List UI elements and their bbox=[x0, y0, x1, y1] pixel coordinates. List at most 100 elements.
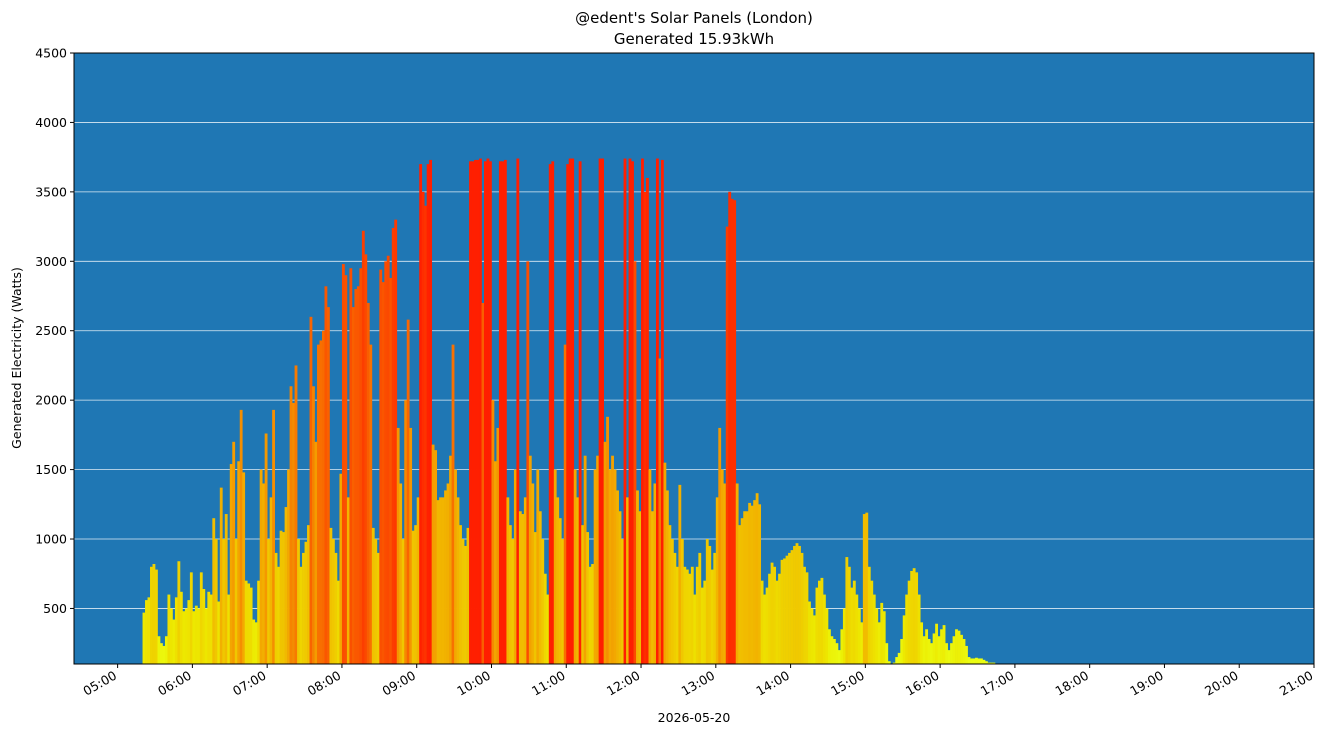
bar bbox=[967, 657, 971, 664]
bar bbox=[287, 469, 290, 664]
x-tick-label: 11:00 bbox=[529, 668, 568, 699]
bar bbox=[349, 268, 353, 664]
bar bbox=[369, 344, 373, 664]
bar bbox=[513, 469, 517, 664]
bar bbox=[616, 490, 619, 664]
bar bbox=[249, 587, 253, 665]
bar bbox=[715, 497, 719, 664]
bar bbox=[885, 643, 889, 664]
bar bbox=[920, 622, 924, 664]
bar bbox=[972, 658, 976, 664]
bar bbox=[366, 302, 370, 664]
bar bbox=[219, 487, 223, 664]
bar bbox=[553, 469, 557, 664]
y-tick-label: 3000 bbox=[35, 254, 67, 269]
bar bbox=[431, 444, 435, 664]
bar bbox=[698, 552, 702, 664]
bar bbox=[655, 158, 659, 665]
bar bbox=[414, 525, 418, 664]
bar bbox=[760, 580, 764, 664]
bar bbox=[750, 505, 754, 664]
bar bbox=[626, 497, 629, 664]
bar bbox=[174, 597, 178, 664]
chart-subtitle: Generated 15.93kWh bbox=[614, 30, 774, 48]
bar bbox=[538, 511, 542, 664]
bar bbox=[322, 330, 325, 664]
bar bbox=[496, 427, 500, 664]
bar bbox=[877, 622, 881, 664]
bar bbox=[207, 591, 211, 664]
bar bbox=[950, 643, 953, 664]
bar bbox=[840, 629, 844, 664]
bar bbox=[486, 158, 490, 665]
bar bbox=[982, 659, 986, 664]
bar bbox=[484, 161, 487, 664]
bar bbox=[257, 580, 261, 664]
bar bbox=[254, 622, 258, 664]
bar bbox=[187, 600, 191, 664]
bar bbox=[155, 569, 158, 664]
bar bbox=[728, 191, 732, 665]
bar bbox=[837, 650, 841, 664]
bar bbox=[975, 657, 978, 664]
bar bbox=[735, 483, 739, 664]
bar bbox=[593, 469, 597, 664]
bar bbox=[469, 161, 472, 664]
bar bbox=[516, 158, 520, 665]
bar bbox=[586, 532, 590, 664]
x-tick-label: 08:00 bbox=[305, 668, 344, 699]
bar bbox=[259, 469, 263, 664]
bar bbox=[980, 658, 983, 664]
bar bbox=[558, 518, 562, 664]
bar bbox=[376, 552, 380, 664]
bar bbox=[299, 566, 303, 664]
bar bbox=[827, 629, 831, 664]
bar bbox=[566, 164, 570, 664]
bar bbox=[546, 594, 550, 664]
bar bbox=[591, 564, 595, 664]
bar bbox=[441, 497, 445, 664]
bar bbox=[264, 433, 268, 664]
y-tick-label: 500 bbox=[43, 601, 67, 616]
y-axis: 500 1000 1500 2000 2500 3000 3500 4000 4500 bbox=[35, 46, 74, 616]
bar bbox=[658, 358, 662, 664]
bar bbox=[957, 630, 961, 664]
y-tick-label: 1500 bbox=[35, 462, 67, 477]
bar bbox=[720, 469, 724, 664]
bar bbox=[798, 545, 801, 664]
bar bbox=[351, 307, 355, 664]
bar bbox=[922, 636, 926, 664]
bar bbox=[533, 532, 537, 664]
bar bbox=[511, 539, 515, 664]
bar bbox=[778, 573, 781, 664]
bar bbox=[763, 594, 767, 664]
bar bbox=[641, 158, 644, 665]
bar bbox=[269, 497, 273, 664]
bar bbox=[528, 455, 532, 664]
bar bbox=[718, 427, 722, 664]
bar bbox=[835, 643, 839, 664]
bar bbox=[768, 573, 771, 664]
bar bbox=[758, 504, 762, 664]
bar bbox=[147, 597, 151, 664]
bar bbox=[955, 629, 958, 664]
bar bbox=[167, 594, 171, 664]
bar bbox=[932, 633, 936, 664]
bar bbox=[177, 561, 181, 664]
bar bbox=[224, 514, 228, 664]
bar bbox=[678, 484, 682, 664]
bar bbox=[356, 286, 360, 664]
bar bbox=[730, 198, 734, 664]
bar bbox=[818, 580, 821, 664]
bar bbox=[680, 539, 684, 664]
bar bbox=[636, 490, 639, 664]
bar bbox=[164, 636, 168, 664]
bar bbox=[396, 427, 400, 664]
bar bbox=[152, 564, 156, 664]
bar bbox=[194, 605, 198, 664]
bar bbox=[304, 541, 308, 664]
bar bbox=[608, 469, 612, 664]
bar bbox=[184, 608, 188, 664]
bar bbox=[434, 450, 437, 664]
bar bbox=[800, 552, 804, 664]
